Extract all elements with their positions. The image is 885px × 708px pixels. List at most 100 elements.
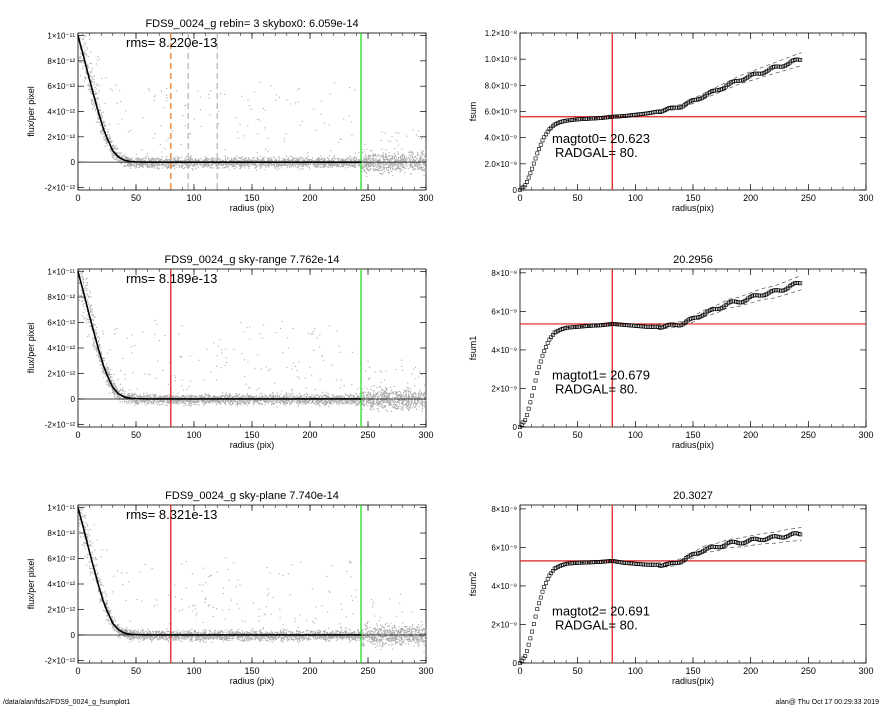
- scatter-point: [391, 170, 393, 173]
- scatter-point: [419, 160, 421, 162]
- scatter-point: [153, 99, 155, 101]
- scatter-point: [356, 393, 358, 395]
- scatter-point: [243, 159, 245, 161]
- scatter-point: [143, 163, 145, 165]
- scatter-point: [271, 164, 274, 166]
- scatter-point: [110, 141, 112, 143]
- scatter-point: [317, 160, 319, 162]
- scatter-point: [379, 169, 381, 171]
- scatter-point: [324, 404, 326, 407]
- scatter-point: [341, 163, 344, 165]
- scatter-point: [249, 397, 251, 399]
- scatter-point: [183, 402, 185, 404]
- scatter-point: [260, 167, 262, 169]
- scatter-point: [388, 155, 390, 157]
- scatter-point: [315, 401, 317, 403]
- scatter-point: [364, 170, 366, 172]
- scatter-point: [416, 151, 419, 153]
- scatter-point: [112, 152, 114, 154]
- scatter-point: [82, 58, 84, 60]
- scatter-point: [422, 163, 424, 165]
- scatter-point: [425, 168, 427, 170]
- scatter-point: [94, 323, 96, 326]
- scatter-point: [381, 148, 383, 150]
- scatter-point: [260, 160, 262, 162]
- scatter-point: [292, 400, 294, 402]
- scatter-point: [248, 403, 250, 405]
- scatter-point: [250, 164, 252, 166]
- scatter-point: [231, 165, 234, 167]
- scatter-point: [405, 160, 407, 162]
- scatter-point: [412, 159, 414, 161]
- scatter-point: [128, 162, 130, 164]
- scatter-point: [137, 157, 139, 159]
- scatter-point: [327, 402, 329, 404]
- scatter-point: [389, 157, 391, 159]
- scatter-point: [359, 401, 361, 403]
- scatter-point: [173, 165, 176, 167]
- scatter-point: [234, 160, 236, 162]
- scatter-point: [250, 162, 252, 165]
- scatter-point: [343, 164, 345, 166]
- scatter-point: [257, 118, 259, 120]
- scatter-point: [89, 292, 91, 294]
- scatter-point: [391, 154, 393, 156]
- scatter-point: [215, 163, 217, 165]
- scatter-point: [173, 375, 176, 377]
- scatter-point: [389, 169, 391, 171]
- scatter-point: [163, 400, 165, 402]
- scatter-point: [118, 152, 121, 154]
- scatter-point: [397, 157, 399, 159]
- scatter-point: [188, 165, 190, 167]
- scatter-point: [350, 164, 352, 166]
- scatter-point: [292, 165, 294, 167]
- scatter-point: [148, 166, 150, 168]
- scatter-point: [340, 165, 342, 167]
- scatter-point: [222, 400, 224, 402]
- scatter-point: [422, 153, 424, 155]
- scatter-point: [153, 399, 155, 401]
- scatter-point: [113, 145, 115, 147]
- scatter-point: [278, 401, 280, 403]
- scatter-point: [322, 159, 324, 161]
- x-tick-label: 0: [517, 193, 522, 203]
- scatter-point: [208, 97, 210, 99]
- scatter-point: [384, 170, 386, 173]
- scatter-point: [111, 90, 113, 92]
- scatter-point: [247, 159, 249, 161]
- scatter-point: [113, 389, 115, 391]
- scatter-point: [167, 162, 169, 164]
- scatter-point: [381, 173, 383, 175]
- scatter-point: [173, 165, 175, 167]
- scatter-point: [268, 397, 270, 399]
- scatter-point: [190, 162, 192, 164]
- scatter-point: [104, 138, 107, 140]
- scatter-point: [320, 164, 322, 166]
- scatter-point: [225, 357, 227, 359]
- scatter-point: [391, 164, 393, 166]
- scatter-point: [277, 162, 279, 165]
- scatter-point: [382, 162, 384, 164]
- scatter-point: [268, 160, 270, 162]
- scatter-point: [90, 75, 92, 77]
- scatter-point: [239, 124, 241, 126]
- scatter-point: [268, 159, 270, 161]
- scatter-point: [297, 101, 299, 103]
- scatter-point: [264, 160, 266, 162]
- scatter-point: [88, 67, 90, 69]
- scatter-point: [231, 399, 233, 401]
- scatter-point: [102, 333, 104, 335]
- scatter-point: [97, 352, 99, 354]
- scatter-point: [372, 154, 374, 157]
- scatter-point: [401, 163, 403, 165]
- scatter-point: [367, 166, 369, 168]
- scatter-point: [379, 164, 381, 166]
- scatter-point: [309, 163, 311, 165]
- scatter-point: [107, 131, 109, 133]
- scatter-point: [329, 160, 331, 162]
- x-tick-label: 50: [131, 193, 141, 203]
- scatter-point: [348, 157, 350, 160]
- scatter-point: [161, 151, 163, 153]
- scatter-point: [318, 404, 320, 406]
- scatter-point: [106, 134, 108, 136]
